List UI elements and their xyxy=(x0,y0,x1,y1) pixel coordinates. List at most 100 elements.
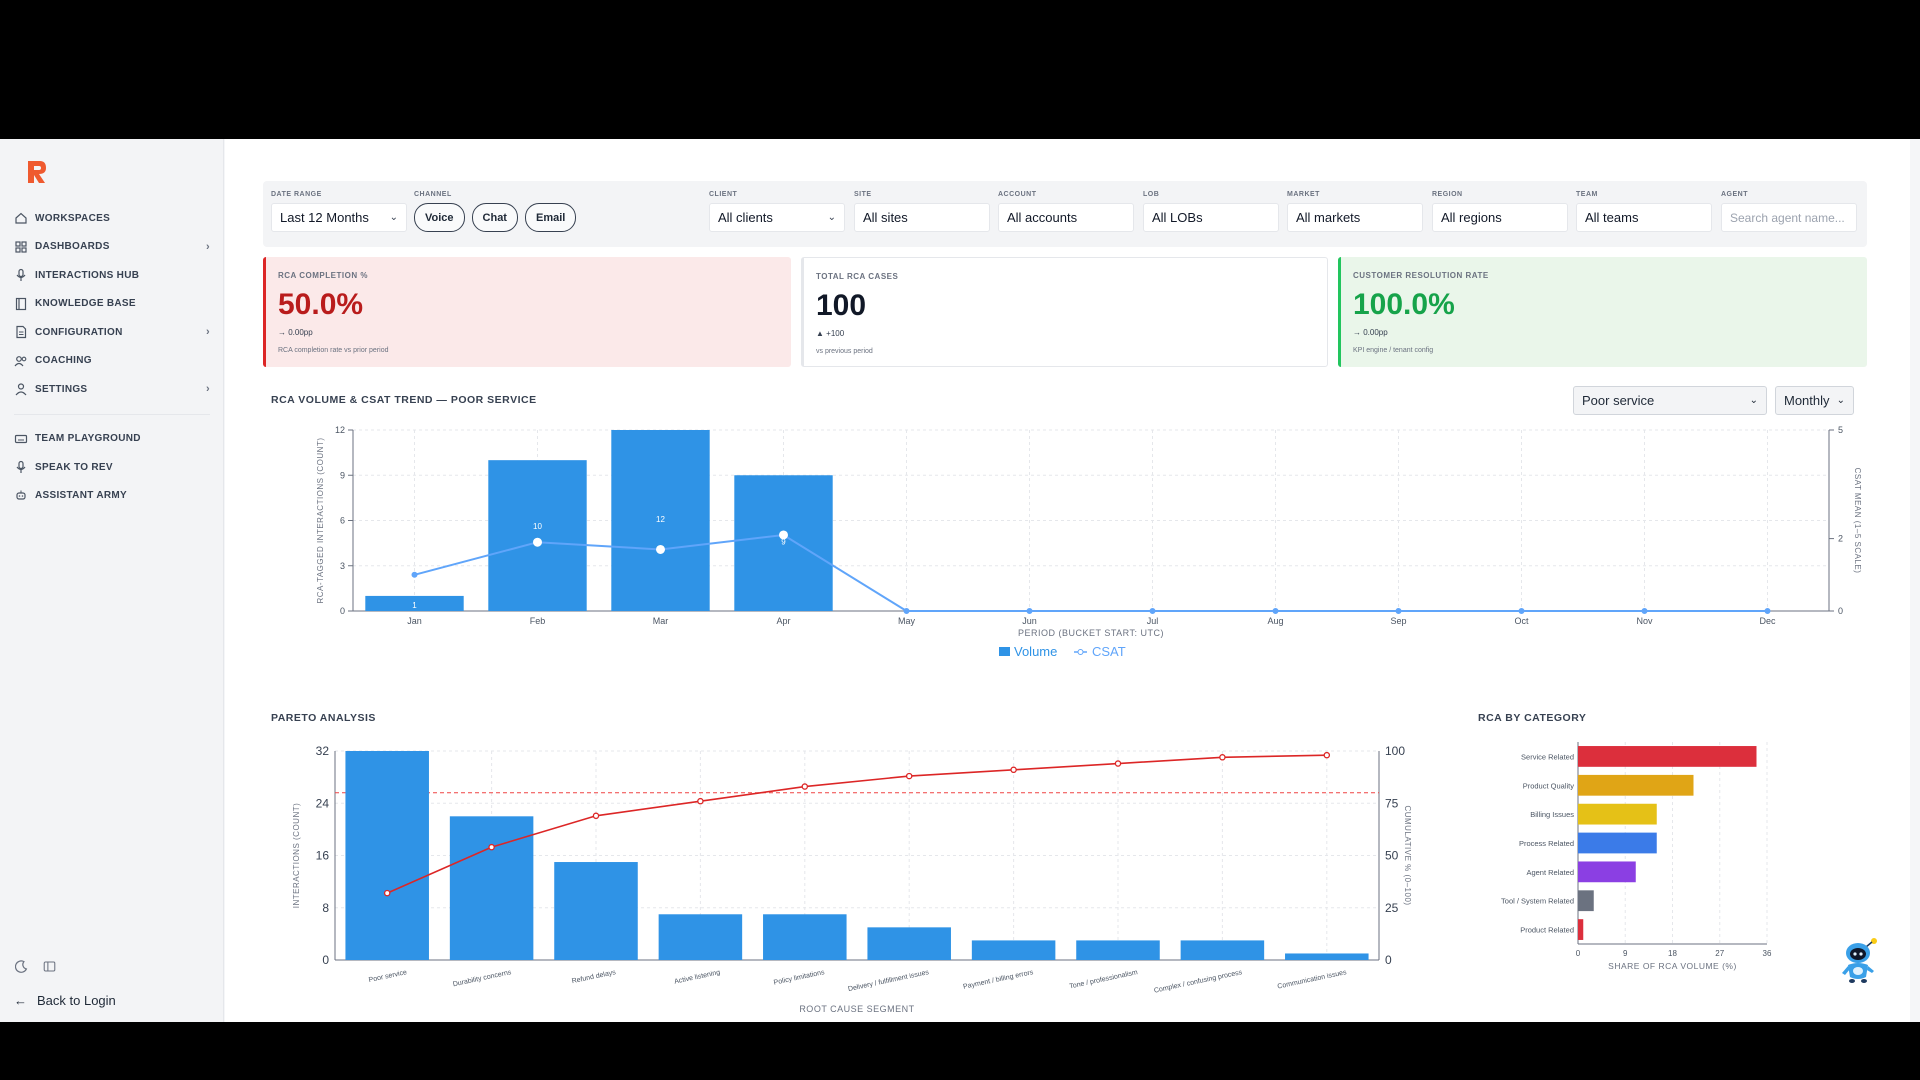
cumulative-point[interactable] xyxy=(1114,760,1122,767)
pareto-bar[interactable] xyxy=(971,940,1056,960)
cumulative-point[interactable] xyxy=(488,843,495,851)
volume-bar[interactable] xyxy=(488,460,587,611)
cumulative-point[interactable] xyxy=(1219,754,1226,761)
sidebar-item-configuration[interactable]: CONFIGURATION › xyxy=(14,318,210,347)
period-select[interactable]: Monthly ⌄ xyxy=(1775,386,1854,415)
x-tick-label: 18 xyxy=(1668,949,1677,958)
cumulative-point[interactable] xyxy=(801,783,809,790)
filter-channel: CHANNEL Voice Chat Email xyxy=(414,191,577,232)
legend-marker-csat xyxy=(1077,649,1084,655)
y-tick-label: Tool / System Related xyxy=(1501,897,1574,906)
csat-point[interactable] xyxy=(1641,608,1648,614)
sidebar-item-settings[interactable]: SETTINGS › xyxy=(14,375,210,404)
market-select[interactable]: All markets xyxy=(1287,203,1423,232)
cumulative-point[interactable] xyxy=(383,889,391,897)
site-select[interactable]: All sites xyxy=(854,203,990,232)
csat-point[interactable] xyxy=(1149,608,1156,614)
sidebar-item-label: WORKSPACES xyxy=(35,212,111,224)
sidebar-item-label: INTERACTIONS HUB xyxy=(35,269,140,281)
assistant-robot-icon[interactable] xyxy=(1836,935,1882,985)
pareto-bar[interactable] xyxy=(1076,940,1160,960)
team-select[interactable]: All teams xyxy=(1576,203,1712,232)
category-bar[interactable] xyxy=(1578,746,1757,767)
channel-chip-email[interactable]: Email xyxy=(524,203,577,232)
lob-select[interactable]: All LOBs xyxy=(1143,203,1279,232)
csat-point[interactable] xyxy=(1518,608,1525,614)
x-tick-label: May xyxy=(898,616,916,626)
pareto-bar[interactable] xyxy=(1180,940,1265,960)
volume-bar[interactable] xyxy=(734,475,833,611)
kpi-label: RCA COMPLETION % xyxy=(278,271,368,280)
sidebar-item-dashboards[interactable]: DASHBOARDS › xyxy=(14,233,210,262)
pareto-bar[interactable] xyxy=(1285,953,1369,960)
sidebar-item-team-playground[interactable]: TEAM PLAYGROUND xyxy=(14,425,210,454)
site-value: All sites xyxy=(863,210,908,225)
agent-search-input[interactable]: Search agent name... xyxy=(1721,203,1857,232)
pareto-bar[interactable] xyxy=(449,816,534,960)
date-range-select[interactable]: Last 12 Months ⌄ xyxy=(271,203,407,232)
csat-point[interactable] xyxy=(656,544,665,554)
market-value: All markets xyxy=(1296,210,1361,225)
channel-chip-chat[interactable]: Chat xyxy=(471,203,518,232)
pareto-bar[interactable] xyxy=(554,862,638,960)
csat-point[interactable] xyxy=(1272,608,1279,614)
sidebar-item-knowledge-base[interactable]: KNOWLEDGE BASE xyxy=(14,290,210,319)
account-select[interactable]: All accounts xyxy=(998,203,1134,232)
x-tick-label: Apr xyxy=(776,616,790,626)
filter-bar: DATE RANGE Last 12 Months ⌄ CHANNEL Voice… xyxy=(263,181,1867,247)
category-bar[interactable] xyxy=(1578,919,1584,940)
channel-chip-voice[interactable]: Voice xyxy=(414,203,465,232)
pareto-bar[interactable] xyxy=(658,914,743,960)
csat-point[interactable] xyxy=(1395,608,1402,614)
pareto-bar[interactable] xyxy=(763,914,847,960)
volume-bar[interactable] xyxy=(365,595,464,611)
moon-icon[interactable] xyxy=(12,957,30,975)
chevron-right-icon: › xyxy=(206,383,210,396)
sidebar-item-speak-to-rev[interactable]: SPEAK TO REV xyxy=(14,453,210,482)
category-bar[interactable] xyxy=(1578,832,1657,854)
segment-select[interactable]: Poor service ⌄ xyxy=(1573,386,1767,415)
y-axis-title: RCA-TAGGED INTERACTIONS (COUNT) xyxy=(316,437,325,603)
x-tick-label: Complex / confusing process xyxy=(1153,969,1243,995)
filter-label: LOB xyxy=(1143,191,1160,198)
main-content: DATE RANGE Last 12 Months ⌄ CHANNEL Voice… xyxy=(225,139,1910,1022)
pareto-bar[interactable] xyxy=(345,751,429,960)
category-bar[interactable] xyxy=(1578,774,1694,796)
y-right-tick-label: 0 xyxy=(1838,606,1843,616)
sidebar-item-workspaces[interactable]: WORKSPACES xyxy=(14,204,210,233)
y-tick-label: Product Related xyxy=(1520,926,1574,935)
back-to-login-link[interactable]: ← Back to Login xyxy=(14,993,116,1008)
sidebar-item-label: SPEAK TO REV xyxy=(35,461,113,473)
cumulative-point[interactable] xyxy=(1323,751,1331,759)
csat-point[interactable] xyxy=(411,571,418,578)
csat-point[interactable] xyxy=(1764,608,1771,614)
sidebar-item-label: KNOWLEDGE BASE xyxy=(35,298,136,310)
csat-point[interactable] xyxy=(779,530,788,540)
client-select[interactable]: All clients ⌄ xyxy=(709,203,845,232)
collapse-sidebar-icon[interactable] xyxy=(40,957,58,975)
cumulative-point[interactable] xyxy=(592,812,600,820)
cumulative-point[interactable] xyxy=(697,797,704,805)
region-select[interactable]: All regions xyxy=(1432,203,1568,232)
category-bar[interactable] xyxy=(1578,890,1594,912)
cumulative-point[interactable] xyxy=(905,772,913,780)
sidebar-item-label: SETTINGS xyxy=(35,383,88,395)
sidebar-item-assistant-army[interactable]: ASSISTANT ARMY xyxy=(14,482,210,511)
pareto-bar[interactable] xyxy=(867,927,951,960)
sidebar-item-coaching[interactable]: COACHING xyxy=(14,347,210,376)
kpi-value: 100 xyxy=(816,289,867,322)
sidebar-item-interactions-hub[interactable]: INTERACTIONS HUB xyxy=(14,261,210,290)
trend-chart: 0 3 6 9 12 0 2 5 1 10 12 9 Jan Feb Mar Apr May Jun Jul Aug S… xyxy=(316,425,1862,659)
home-icon xyxy=(14,211,28,225)
csat-point[interactable] xyxy=(1026,608,1033,614)
category-bar[interactable] xyxy=(1578,803,1657,825)
x-tick-label: Mar xyxy=(653,616,669,626)
x-tick-label: Durability concerns xyxy=(452,969,512,988)
category-bar[interactable] xyxy=(1578,861,1636,883)
chevron-down-icon: ⌄ xyxy=(1749,395,1758,406)
volume-bar[interactable] xyxy=(611,430,710,611)
csat-point[interactable] xyxy=(903,608,910,614)
kpi-card: RCA COMPLETION % 50.0% → 0.00pp RCA complet… xyxy=(263,257,791,367)
cumulative-point[interactable] xyxy=(1010,766,1017,774)
csat-point[interactable] xyxy=(533,537,542,547)
